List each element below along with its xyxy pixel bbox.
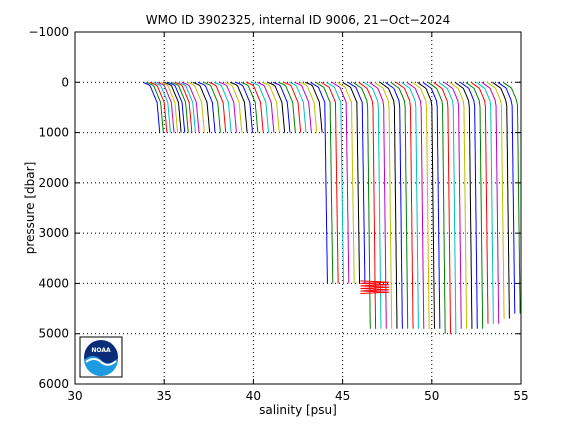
- profile-line: [164, 81, 182, 133]
- profile-line: [481, 81, 500, 324]
- y-tick-label: 5000: [38, 327, 69, 341]
- profile-line: [235, 81, 253, 133]
- x-tick-label: 35: [157, 389, 172, 403]
- profile-line: [181, 81, 200, 133]
- plot-frame: [74, 31, 522, 385]
- profile-line: [299, 81, 318, 133]
- profile-line: [326, 81, 344, 284]
- profile-lines: [142, 81, 521, 334]
- profile-line: [315, 81, 334, 284]
- y-tick-label: 3000: [38, 226, 69, 240]
- profile-line: [502, 81, 521, 314]
- profile-line: [390, 81, 409, 329]
- profile-line: [497, 81, 516, 314]
- profile-line: [230, 81, 248, 133]
- profile-line: [197, 81, 216, 133]
- y-tick-label: −1000: [28, 25, 69, 39]
- y-tick-label: 2000: [38, 176, 69, 190]
- profile-line: [192, 81, 211, 133]
- profile-line: [262, 81, 280, 133]
- profile-line: [208, 81, 227, 133]
- profile-line: [460, 81, 478, 329]
- profile-line: [470, 81, 489, 324]
- profile-line: [283, 81, 302, 133]
- profile-line: [251, 81, 270, 133]
- chart-title: WMO ID 3902325, internal ID 9006, 21−Oct…: [146, 13, 450, 27]
- profile-line: [214, 81, 232, 133]
- x-tick-label: 55: [513, 389, 528, 403]
- profile-line: [142, 81, 161, 133]
- profile-line: [401, 81, 419, 329]
- x-tick-label: 30: [67, 389, 82, 403]
- profile-line: [267, 81, 286, 133]
- anomaly-marks: [360, 280, 390, 294]
- profile-line: [454, 81, 473, 329]
- profile-line: [160, 81, 179, 133]
- profile-line: [174, 81, 193, 133]
- profile-line: [167, 81, 186, 133]
- profile-line: [240, 81, 259, 133]
- profile-line: [347, 81, 366, 284]
- profile-line: [304, 81, 323, 133]
- profile-line: [178, 81, 196, 133]
- profile-line: [272, 81, 291, 133]
- anomaly-scribble: [360, 280, 390, 294]
- profile-line: [331, 81, 350, 284]
- y-tick-label: 6000: [38, 377, 69, 391]
- y-tick-label: 1000: [38, 126, 69, 140]
- profile-line: [444, 81, 462, 329]
- profile-line: [171, 81, 189, 133]
- profile-line: [438, 81, 457, 334]
- y-axis-label: pressure [dbar]: [23, 162, 37, 255]
- logo-wave: [84, 356, 119, 377]
- profile-line: [294, 81, 312, 133]
- profile-line: [203, 81, 221, 133]
- profile-line: [433, 81, 451, 334]
- x-tick-label: 50: [424, 389, 439, 403]
- profile-line: [187, 81, 205, 133]
- x-tick-label: 45: [335, 389, 350, 403]
- profile-line: [256, 81, 275, 133]
- profile-line: [278, 81, 296, 133]
- profile-line: [465, 81, 484, 329]
- profile-line: [395, 81, 414, 329]
- profile-line: [486, 81, 505, 319]
- profile-line: [417, 81, 435, 329]
- x-axis-label: salinity [psu]: [259, 403, 337, 417]
- noaa-logo: NOAA: [79, 336, 123, 378]
- profile-line: [336, 81, 355, 284]
- x-axis-ticks: 30 35 40 45 50 55: [67, 32, 529, 403]
- profile-line: [310, 81, 328, 284]
- y-tick-label: 0: [61, 75, 69, 89]
- profile-line: [219, 81, 237, 133]
- profile-line: [374, 81, 393, 329]
- y-tick-label: 4000: [38, 276, 69, 290]
- logo-wave-highlight: [85, 358, 117, 366]
- profile-line: [427, 81, 446, 334]
- profile-line: [156, 81, 175, 133]
- profile-line: [153, 81, 171, 133]
- profile-line: [476, 81, 494, 324]
- profile-line: [246, 81, 264, 133]
- profile-line: [149, 81, 168, 133]
- profile-line: [449, 81, 468, 329]
- profile-line: [146, 81, 164, 133]
- x-tick-label: 40: [246, 389, 261, 403]
- logo-text: NOAA: [91, 347, 111, 354]
- profile-line: [379, 81, 398, 329]
- profile-line: [224, 81, 243, 133]
- y-axis-ticks: −1000 0 1000 2000 3000 4000 5000 6000: [28, 25, 521, 391]
- profile-line: [492, 81, 510, 319]
- profile-line: [385, 81, 403, 329]
- profile-line: [422, 81, 441, 329]
- profile-line: [411, 81, 430, 329]
- profile-line: [406, 81, 425, 329]
- profile-line: [342, 81, 360, 284]
- profile-line: [320, 81, 339, 284]
- profile-line: [288, 81, 307, 133]
